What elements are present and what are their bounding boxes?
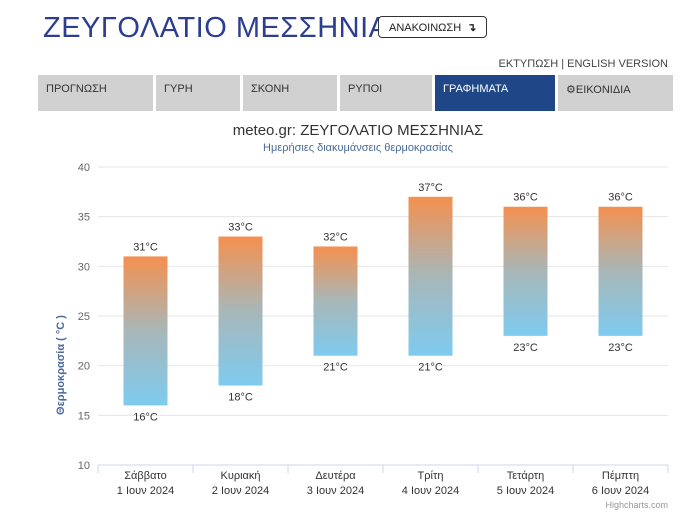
y-tick-label: 40	[78, 162, 90, 174]
site-title: ΖΕΥΓΟΛΑΤΙΟ ΜΕΣΣΗΝΙΑΣ	[43, 12, 407, 44]
temperature-range-bar	[218, 236, 263, 386]
tab-forecast[interactable]: ΠΡΟΓΝΩΣΗ	[38, 75, 153, 111]
y-tick-label: 35	[78, 212, 90, 224]
x-tick-date: 2 Ιουν 2024	[212, 485, 269, 497]
y-tick-label: 25	[78, 311, 90, 323]
announcement-label: ΑΝΑΚΟΙΝΩΣΗ	[389, 22, 462, 34]
tab-label: ΕΙΚΟΝΙΔΙΑ	[575, 84, 631, 96]
gear-icon: ⚙	[566, 84, 576, 96]
x-tick-day: Πέμπτη	[602, 470, 639, 482]
tab-charts[interactable]: ΓΡΑΦΗΜΑΤΑ	[435, 75, 555, 111]
tab-label: ΡΥΠΟΙ	[348, 83, 383, 95]
chart-subtitle: Ημερήσιες διακυμάνσεις θερμοκρασίας	[263, 142, 453, 154]
tab-pollutants[interactable]: ΡΥΠΟΙ	[340, 75, 432, 111]
temperature-range-bar	[123, 256, 168, 406]
low-temp-label: 23°C	[513, 342, 538, 354]
x-tick-date: 6 Ιουν 2024	[592, 485, 649, 497]
x-tick-day: Τετάρτη	[507, 470, 545, 482]
temperature-range-bar	[598, 206, 643, 336]
low-temp-label: 21°C	[323, 362, 348, 374]
tab-pollen[interactable]: ΓΥΡΗ	[156, 75, 240, 111]
top-links: ΕΚΤΥΠΩΣΗ | ENGLISH VERSION	[499, 58, 668, 70]
low-temp-label: 18°C	[228, 392, 253, 404]
tab-dust[interactable]: ΣΚΟΝΗ	[243, 75, 337, 111]
x-tick-day: Δευτέρα	[315, 470, 356, 482]
x-tick-day: Σάββατο	[124, 470, 166, 482]
tab-label: ΓΡΑΦΗΜΑΤΑ	[443, 83, 509, 95]
low-temp-label: 21°C	[418, 362, 443, 374]
link-separator: |	[561, 58, 565, 70]
low-temp-label: 23°C	[608, 342, 633, 354]
x-tick-day: Τρίτη	[418, 470, 444, 482]
low-temp-label: 16°C	[133, 411, 158, 423]
print-link[interactable]: ΕΚΤΥΠΩΣΗ	[498, 58, 559, 70]
highcharts-credit[interactable]: Highcharts.com	[605, 500, 668, 510]
high-temp-label: 36°C	[513, 192, 538, 204]
y-tick-label: 10	[78, 460, 90, 472]
tab-label: ΠΡΟΓΝΩΣΗ	[46, 83, 107, 95]
x-tick-date: 5 Ιουν 2024	[497, 485, 554, 497]
x-tick-day: Κυριακή	[220, 470, 260, 482]
temperature-range-bar	[313, 246, 358, 356]
y-tick-label: 15	[78, 410, 90, 422]
high-temp-label: 37°C	[418, 182, 443, 194]
temperature-chart: meteo.gr: ΖΕΥΓΟΛΑΤΙΟ ΜΕΣΣΗΝΙΑΣ Ημερήσιες…	[0, 115, 688, 518]
high-temp-label: 31°C	[133, 241, 158, 253]
arrow-down-icon: ↴	[467, 22, 477, 34]
y-axis-title: Θερμοκρασία ( °C )	[55, 315, 67, 415]
high-temp-label: 33°C	[228, 222, 253, 234]
english-version-link[interactable]: ENGLISH VERSION	[567, 58, 668, 70]
tab-label: ΓΥΡΗ	[164, 83, 193, 95]
y-tick-label: 20	[78, 361, 90, 373]
main-tabs: ΠΡΟΓΝΩΣΗ ΓΥΡΗ ΣΚΟΝΗ ΡΥΠΟΙ ΓΡΑΦΗΜΑΤΑ ⚙ΕΙΚ…	[38, 75, 673, 111]
high-temp-label: 32°C	[323, 231, 348, 243]
x-tick-date: 4 Ιουν 2024	[402, 485, 459, 497]
announcement-button[interactable]: ΑΝΑΚΟΙΝΩΣΗ ↴	[378, 16, 488, 38]
x-tick-date: 3 Ιουν 2024	[307, 485, 364, 497]
tab-icons[interactable]: ⚙ΕΙΚΟΝΙΔΙΑ	[558, 75, 673, 111]
high-temp-label: 36°C	[608, 192, 633, 204]
chart-title: meteo.gr: ΖΕΥΓΟΛΑΤΙΟ ΜΕΣΣΗΝΙΑΣ	[233, 122, 484, 139]
x-tick-date: 1 Ιουν 2024	[117, 485, 174, 497]
temperature-range-bar	[503, 206, 548, 336]
chart-svg: meteo.gr: ΖΕΥΓΟΛΑΤΙΟ ΜΕΣΣΗΝΙΑΣ Ημερήσιες…	[55, 122, 669, 497]
temperature-range-bar	[408, 196, 453, 356]
tab-label: ΣΚΟΝΗ	[251, 83, 290, 95]
y-tick-label: 30	[78, 261, 90, 273]
